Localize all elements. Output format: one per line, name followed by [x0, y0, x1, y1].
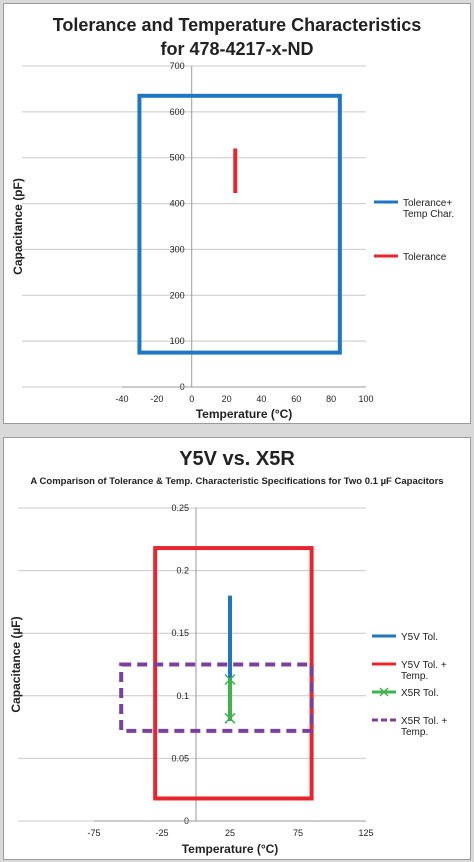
x-tick-label: 125: [358, 828, 373, 838]
legend-label: Y5V Tol. +: [401, 660, 447, 671]
x-tick-label: 40: [256, 394, 266, 404]
legend-marker: [379, 687, 389, 697]
series-marker: [224, 673, 236, 686]
chart-title-line: for 478-4217-x-ND: [160, 39, 313, 59]
x-tick-label: 0: [189, 394, 194, 404]
y-tick-label: 200: [170, 290, 185, 300]
y-tick-label: 600: [170, 107, 185, 117]
y-tick-label: 500: [170, 153, 185, 163]
legend-label: Tolerance: [403, 252, 447, 263]
series-box: [119, 662, 314, 733]
x-tick-label: 60: [291, 394, 301, 404]
tolerance-temperature-chart: Tolerance and Temperature Characteristic…: [11, 15, 454, 421]
chart-panel-2: Y5V vs. X5R A Comparison of Tolerance & T…: [3, 437, 471, 860]
x-tick-label: -25: [155, 828, 168, 838]
chart-panel-1: Tolerance and Temperature Characteristic…: [3, 3, 471, 424]
x-tick-label: 75: [293, 828, 303, 838]
x-tick-label: -20: [150, 394, 163, 404]
x-tick-label: 25: [225, 828, 235, 838]
y-tick-label: 0.15: [171, 628, 189, 638]
series-box: [137, 93, 342, 355]
legend-label: X5R Tol. +: [401, 716, 447, 727]
y-tick-label: 0.05: [171, 753, 189, 763]
legend-label: Temp.: [401, 727, 428, 738]
legend-label: Tolerance+: [403, 198, 452, 209]
chart-title-line: Y5V vs. X5R: [179, 448, 295, 470]
y-axis-label: Capacitance (µF): [9, 616, 23, 712]
x-tick-label: 100: [358, 394, 373, 404]
x-tick-label: -40: [115, 394, 128, 404]
y-tick-label: 400: [170, 199, 185, 209]
y-tick-label: 700: [170, 61, 185, 71]
x-axis-label: Temperature (°C): [182, 842, 279, 856]
y-tick-label: 0.1: [176, 691, 189, 701]
series-marker: [224, 712, 236, 724]
y-tick-label: 0.2: [176, 566, 189, 576]
legend-label: Y5V Tol.: [401, 632, 438, 643]
legend-label: X5R Tol.: [401, 688, 439, 699]
x-axis-label: Temperature (°C): [196, 407, 293, 421]
chart-subtitle: A Comparison of Tolerance & Temp. Charac…: [30, 476, 443, 487]
y5v-vs-x5r-chart: Y5V vs. X5R A Comparison of Tolerance & T…: [9, 448, 447, 856]
y-tick-label: 0.25: [171, 503, 189, 513]
y-tick-label: 100: [170, 336, 185, 346]
x-tick-label: 80: [326, 394, 336, 404]
x-tick-label: 20: [222, 394, 232, 404]
y-axis-label: Capacitance (pF): [11, 178, 25, 275]
legend-label: Temp.: [401, 671, 428, 682]
chart-title-line: Tolerance and Temperature Characteristic…: [53, 15, 421, 35]
legend-label: Temp Char.: [403, 209, 454, 220]
y-tick-label: 300: [170, 244, 185, 254]
x-tick-label: -75: [87, 828, 100, 838]
